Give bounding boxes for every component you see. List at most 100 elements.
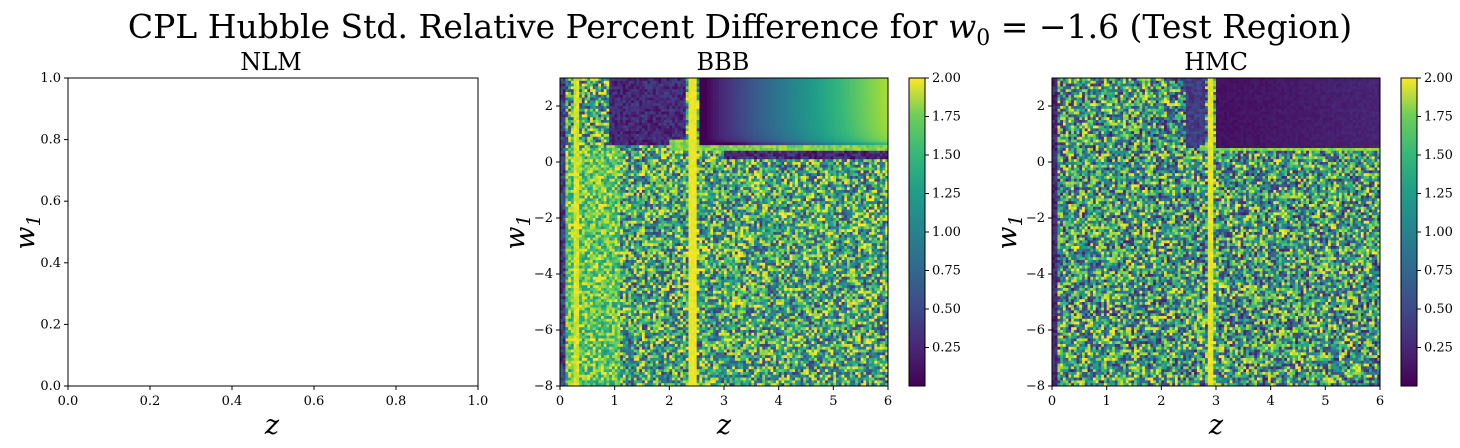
heatmap-cell: [691, 126, 694, 129]
heatmap-cell: [617, 165, 620, 168]
heatmap-cell: [781, 184, 784, 187]
heatmap-cell: [609, 81, 612, 84]
heatmap-cell: [568, 98, 571, 101]
heatmap-cell: [653, 86, 656, 89]
heatmap-cell: [710, 92, 713, 95]
heatmap-cell: [606, 159, 609, 162]
heatmap-cell: [669, 81, 672, 84]
heatmap-cell: [571, 112, 574, 115]
heatmap-cell: [705, 106, 708, 109]
heatmap-cell: [866, 128, 869, 131]
heatmap-cell: [606, 154, 609, 157]
heatmap-cell: [604, 176, 607, 179]
heatmap-cell: [710, 112, 713, 115]
heatmap-cell: [762, 112, 765, 115]
heatmap-cell: [801, 117, 804, 120]
heatmap-cell: [574, 145, 577, 148]
heatmap-cell: [672, 95, 675, 98]
x-tick-label: 1.0: [468, 394, 489, 409]
heatmap-cell: [811, 100, 814, 103]
heatmap-cell: [585, 145, 588, 148]
heatmap-cell: [779, 112, 782, 115]
heatmap-cell: [877, 81, 880, 84]
heatmap-cell: [647, 179, 650, 182]
heatmap-cell: [672, 137, 675, 140]
heatmap-cell: [863, 109, 866, 112]
heatmap-cell: [658, 134, 661, 137]
heatmap-cell: [710, 98, 713, 101]
heatmap-cell: [615, 112, 618, 115]
heatmap-cell: [842, 134, 845, 137]
heatmap-cell: [637, 131, 640, 134]
heatmap-cell: [746, 81, 749, 84]
heatmap-cell: [645, 84, 648, 87]
heatmap-cell: [787, 134, 790, 137]
heatmap-cell: [801, 154, 804, 157]
heatmap-cell: [705, 137, 708, 140]
heatmap-cell: [735, 81, 738, 84]
heatmap-cell: [861, 89, 864, 92]
heatmap-cell: [598, 170, 601, 173]
heatmap-cell: [727, 128, 730, 131]
heatmap-cell: [639, 151, 642, 154]
heatmap-cell: [842, 92, 845, 95]
heatmap-cell: [697, 84, 700, 87]
heatmap-cell: [831, 98, 834, 101]
heatmap-cell: [803, 120, 806, 123]
heatmap-cell: [647, 126, 650, 129]
heatmap-cell: [639, 184, 642, 187]
heatmap-cell: [880, 156, 883, 159]
heatmap-cell: [801, 126, 804, 129]
heatmap-cell: [716, 89, 719, 92]
heatmap-cell: [642, 165, 645, 168]
heatmap-cell: [609, 106, 612, 109]
heatmap-cell: [874, 156, 877, 159]
heatmap-cell: [615, 165, 618, 168]
heatmap-cell: [883, 100, 886, 103]
heatmap-cell: [863, 154, 866, 157]
heatmap-cell: [743, 128, 746, 131]
heatmap-cell: [817, 182, 820, 185]
heatmap-cell: [866, 156, 869, 159]
heatmap-cell: [790, 109, 793, 112]
heatmap-cell: [749, 86, 752, 89]
heatmap-cell: [604, 131, 607, 134]
heatmap-cell: [675, 100, 678, 103]
heatmap-cell: [798, 187, 801, 190]
heatmap-cell: [801, 184, 804, 187]
heatmap-cell: [751, 154, 754, 157]
heatmap-cell: [724, 148, 727, 151]
heatmap-cell: [738, 142, 741, 145]
heatmap-cell: [642, 112, 645, 115]
heatmap-cell: [691, 184, 694, 187]
heatmap-cell: [647, 145, 650, 148]
heatmap-cell: [598, 89, 601, 92]
heatmap-cell: [667, 100, 670, 103]
heatmap-cell: [615, 123, 618, 126]
heatmap-cell: [656, 159, 659, 162]
heatmap-cell: [861, 156, 864, 159]
heatmap-cell: [576, 148, 579, 151]
heatmap-cell: [579, 151, 582, 154]
heatmap-cell: [801, 109, 804, 112]
heatmap-cell: [710, 103, 713, 106]
heatmap-cell: [822, 112, 825, 115]
heatmap-cell: [582, 165, 585, 168]
heatmap-cell: [710, 179, 713, 182]
heatmap-cell: [637, 106, 640, 109]
heatmap-cell: [751, 170, 754, 173]
heatmap-cell: [637, 173, 640, 176]
heatmap-cell: [740, 182, 743, 185]
heatmap-cell: [642, 103, 645, 106]
heatmap-cell: [874, 184, 877, 187]
heatmap-cell: [844, 100, 847, 103]
heatmap-cell: [658, 95, 661, 98]
heatmap-cell: [661, 154, 664, 157]
heatmap-cell: [579, 176, 582, 179]
heatmap-cell: [738, 170, 741, 173]
heatmap-cell: [637, 109, 640, 112]
heatmap-cell: [615, 126, 618, 129]
heatmap-cell: [863, 84, 866, 87]
heatmap-cell: [738, 86, 741, 89]
heatmap-cell: [568, 123, 571, 126]
